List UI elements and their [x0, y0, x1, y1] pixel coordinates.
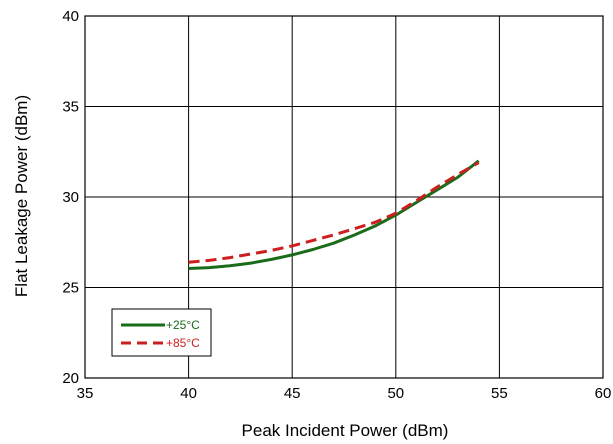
legend: +25°C +85°C: [111, 308, 212, 357]
series-line-1: [188, 159, 480, 270]
x-tick-label: 55: [491, 385, 508, 402]
series-line-2: [188, 161, 480, 264]
y-axis-title: Flat Leakage Power (dBm): [12, 95, 31, 297]
x-axis-title: Peak Incident Power (dBm): [242, 421, 449, 440]
y-tick-label: 30: [62, 189, 79, 206]
legend-label-1: +25°C: [166, 318, 200, 332]
x-tick-label: 40: [180, 385, 197, 402]
legend-box: [111, 308, 212, 357]
y-tick-labels: 20 25 30 35 40: [62, 8, 79, 387]
x-tick-label: 50: [387, 385, 404, 402]
x-tick-label: 45: [284, 385, 301, 402]
y-tick-label: 40: [62, 8, 79, 25]
series-lines: [188, 159, 480, 270]
x-tick-labels: 35 40 45 50 55 60: [77, 385, 612, 402]
gridlines: [85, 16, 603, 378]
x-tick-label: 60: [595, 385, 612, 402]
x-tick-label: 35: [77, 385, 94, 402]
plot-frame: [84, 15, 604, 379]
legend-label-2: +85°C: [166, 336, 200, 350]
y-tick-label: 25: [62, 280, 79, 297]
y-tick-label: 20: [62, 370, 79, 387]
y-tick-label: 35: [62, 99, 79, 116]
